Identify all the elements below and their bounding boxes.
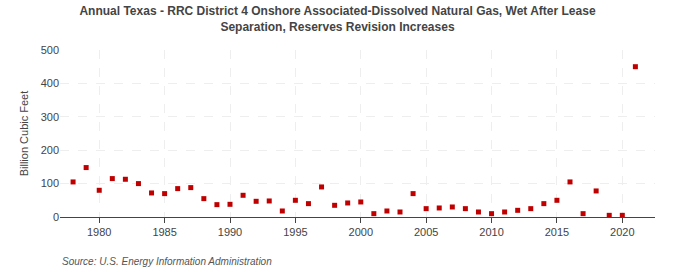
svg-text:300: 300 [41,111,59,123]
svg-text:1985: 1985 [152,226,176,238]
svg-text:2015: 2015 [545,226,569,238]
svg-text:200: 200 [41,144,59,156]
svg-text:100: 100 [41,177,59,189]
svg-text:1990: 1990 [218,226,242,238]
svg-text:Billion Cubic Feet: Billion Cubic Feet [18,91,30,177]
svg-text:2020: 2020 [610,226,634,238]
svg-text:500: 500 [41,44,59,56]
svg-text:2000: 2000 [349,226,373,238]
svg-text:Annual Texas - RRC District 4: Annual Texas - RRC District 4 Onshore As… [79,4,595,34]
svg-text:Source: U.S. Energy Informatio: Source: U.S. Energy Information Administ… [62,256,272,267]
svg-text:2010: 2010 [479,226,503,238]
svg-text:2005: 2005 [414,226,438,238]
svg-text:400: 400 [41,77,59,89]
svg-text:0: 0 [53,211,59,223]
svg-text:1995: 1995 [283,226,307,238]
svg-text:1980: 1980 [87,226,111,238]
